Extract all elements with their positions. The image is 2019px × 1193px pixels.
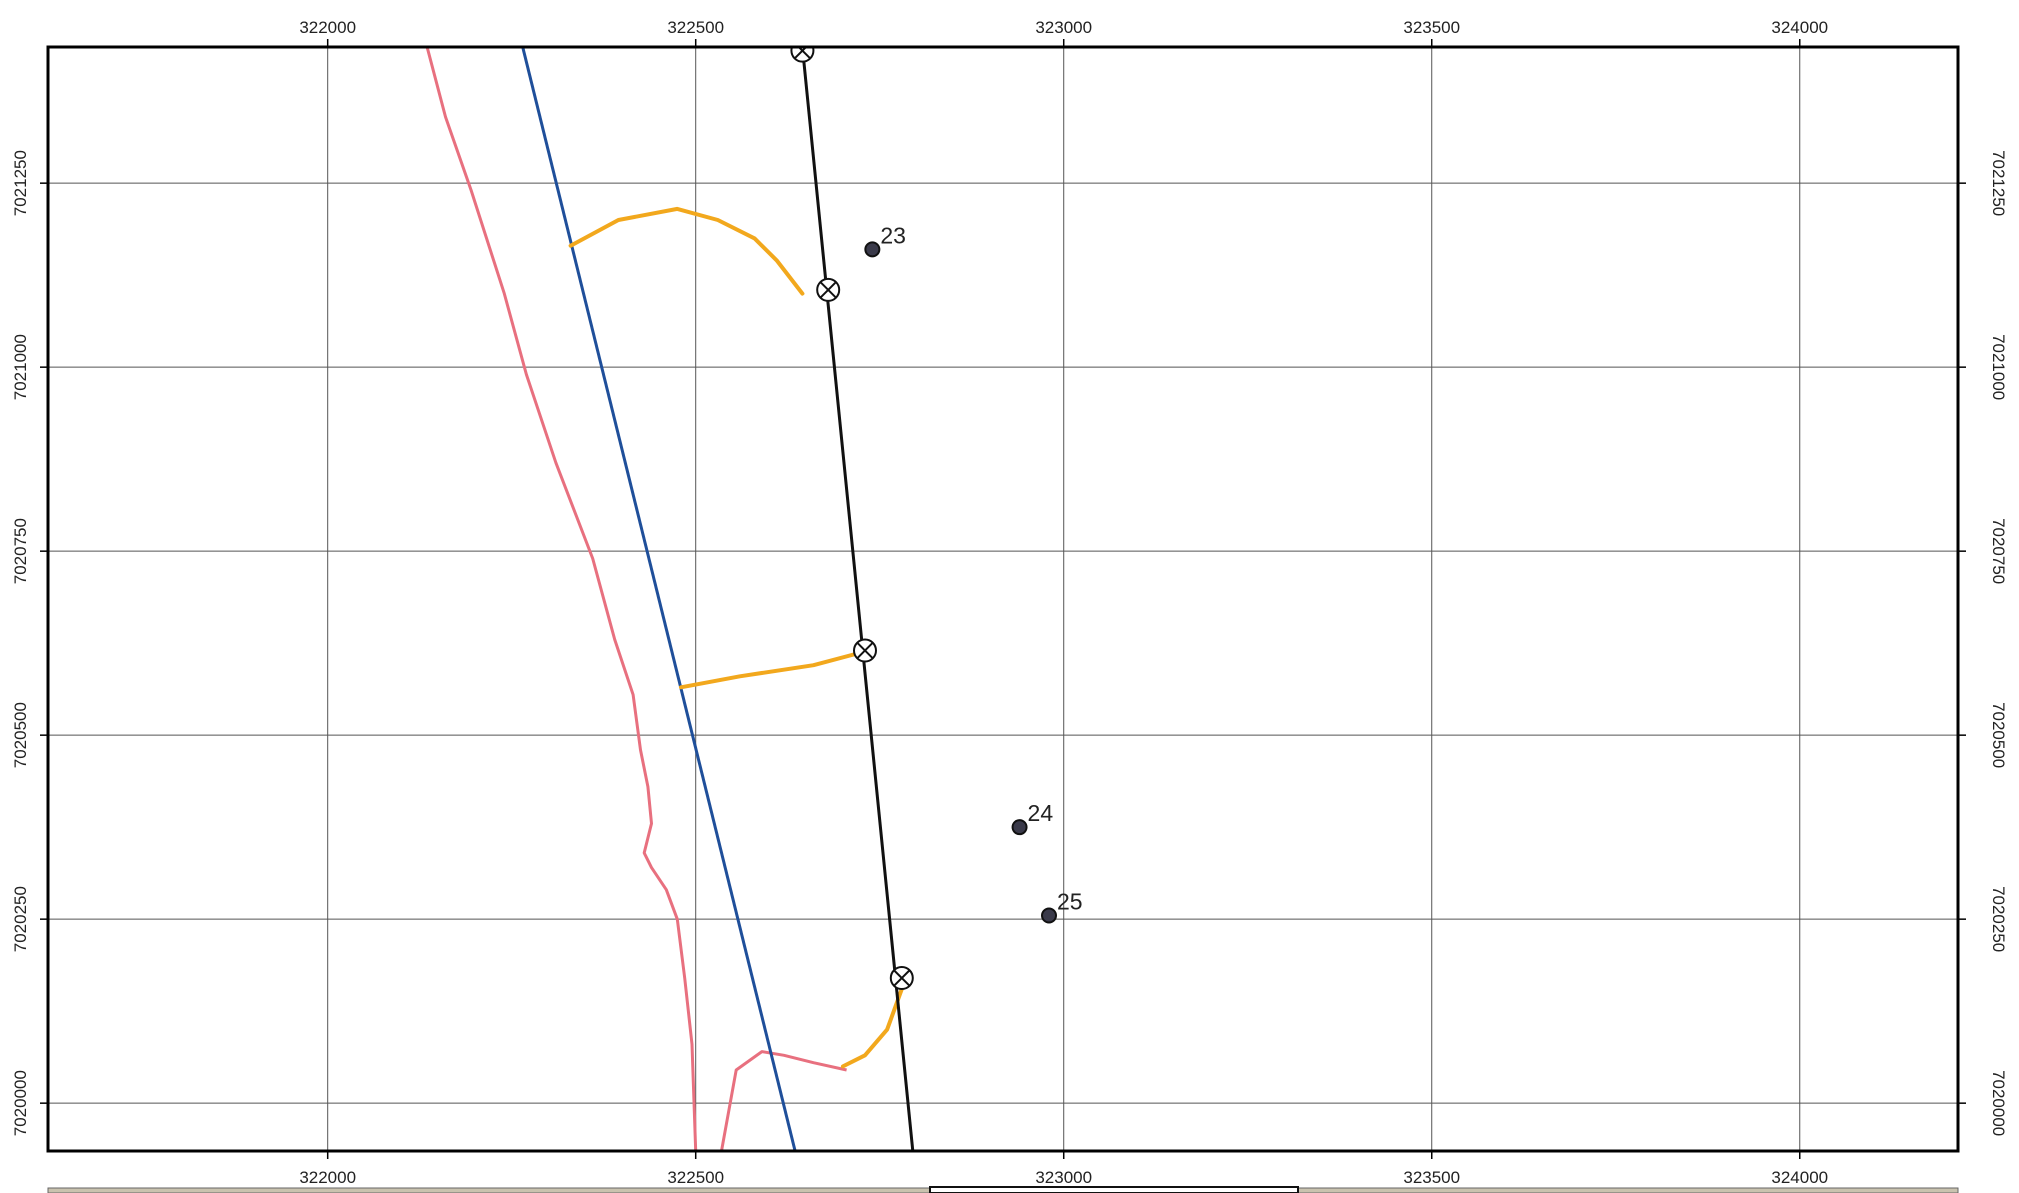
marker-cross	[819, 281, 837, 299]
point-label: 23	[880, 222, 906, 248]
blue-line	[521, 47, 797, 1151]
y-tick-label-right: 7021000	[1989, 334, 2008, 400]
black-line	[800, 47, 915, 1151]
pink-line	[425, 47, 698, 1151]
y-tick-label-left: 7021250	[11, 150, 30, 216]
crossing-marker-icon	[816, 277, 841, 302]
y-tick-label-right: 7020750	[1989, 518, 2008, 584]
orange-line-1	[568, 206, 805, 296]
y-tick-label-left: 7020250	[11, 886, 30, 952]
point-marker	[1041, 907, 1058, 924]
point-marker	[1011, 819, 1028, 836]
y-tick-label-right: 7021250	[1989, 150, 2008, 216]
y-tick-label-left: 7020750	[11, 518, 30, 584]
x-tick-label-top: 323000	[1035, 18, 1092, 37]
y-tick-label-left: 7020500	[11, 702, 30, 768]
x-tick-label-bottom: 323000	[1035, 1168, 1092, 1187]
crossing-markers-layer	[790, 47, 914, 991]
map-point: 24	[1011, 800, 1054, 836]
x-tick-label-bottom: 322500	[667, 1168, 724, 1187]
crossing-marker-icon	[852, 638, 877, 663]
lines-layer	[425, 47, 915, 1151]
points-layer: 23 24 25	[864, 222, 1083, 924]
pink-line-segment	[720, 1050, 847, 1151]
crossing-marker-icon	[790, 47, 815, 63]
x-tick-label-top: 322500	[667, 18, 724, 37]
marker-cross	[793, 47, 808, 60]
y-tick-label-right: 7020000	[1989, 1070, 2008, 1136]
orange-line-3	[840, 987, 904, 1069]
point-marker	[864, 241, 881, 258]
marker-cross	[856, 641, 874, 660]
crossing-marker-icon	[889, 966, 914, 991]
tick-labels-layer: 322000 322000 322500 322500 323000 323000 3235…	[11, 18, 2008, 1187]
y-tick-label-left: 7020000	[11, 1070, 30, 1136]
legend-box	[929, 1186, 1299, 1193]
map-point: 23	[864, 222, 906, 258]
grid-layer	[48, 47, 1958, 1151]
x-tick-label-bottom: 324000	[1771, 1168, 1828, 1187]
x-tick-label-bottom: 322000	[299, 1168, 356, 1187]
y-tick-label-left: 7021000	[11, 334, 30, 400]
x-tick-label-top: 324000	[1771, 18, 1828, 37]
orange-line-2	[679, 648, 871, 690]
x-tick-label-top: 323500	[1403, 18, 1460, 37]
point-label: 24	[1028, 800, 1054, 826]
map-frame	[46, 45, 1960, 1153]
x-tick-label-top: 322000	[299, 18, 356, 37]
y-tick-label-right: 7020250	[1989, 886, 2008, 952]
marker-circle	[790, 47, 815, 63]
point-label: 25	[1057, 888, 1083, 914]
marker-cross	[893, 969, 911, 987]
x-tick-label-bottom: 323500	[1403, 1168, 1460, 1187]
y-tick-label-right: 7020500	[1989, 702, 2008, 768]
map-point: 25	[1041, 888, 1083, 924]
